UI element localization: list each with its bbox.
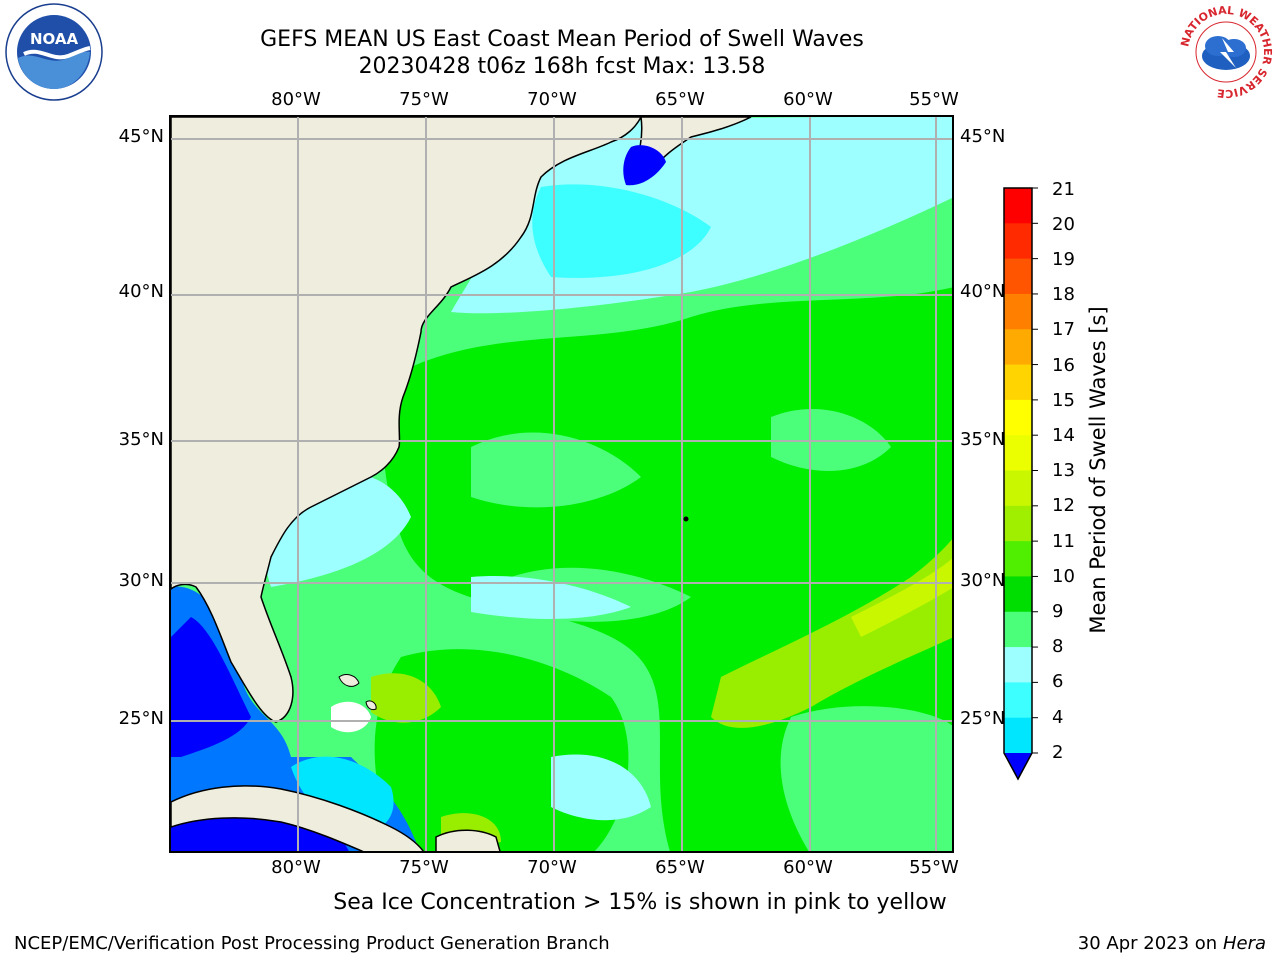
colorbar-tick-12: 12 <box>1052 495 1075 516</box>
colorbar-tick-20: 20 <box>1052 214 1075 235</box>
lat-label-left-30n: 30°N <box>118 570 164 591</box>
colorbar-segment <box>1004 647 1032 683</box>
bahamas-island-2 <box>365 700 377 711</box>
lon-label-top-55w: 55°W <box>909 89 959 110</box>
lat-label-left-25n: 25°N <box>118 708 164 729</box>
lightcyan-south <box>551 754 651 821</box>
lon-label-top-70w: 70°W <box>527 89 577 110</box>
lat-label-right-35n: 35°N <box>960 429 1006 450</box>
colorbar-segment <box>1004 223 1032 260</box>
colorbar-under-arrow <box>1004 753 1032 779</box>
colorbar-title: Mean Period of Swell Waves [s] <box>1086 306 1110 634</box>
colorbar-segment <box>1004 329 1032 366</box>
yellow-band <box>851 558 952 637</box>
lon-label-top-65w: 65°W <box>655 89 705 110</box>
lat-label-right-45n: 45°N <box>960 126 1006 147</box>
colorbar-segment <box>1004 470 1032 507</box>
yellowgreen-band <box>711 539 952 728</box>
cyan-gulf-of-maine <box>532 184 711 278</box>
colorbar-outline <box>1003 187 1033 781</box>
lat-label-right-30n: 30°N <box>960 570 1006 591</box>
lon-label-bottom-55w: 55°W <box>909 857 959 878</box>
colorbar-tick-10: 10 <box>1052 566 1075 587</box>
colorbar-segment <box>1004 576 1032 613</box>
sea-ice-note: Sea Ice Concentration > 15% is shown in … <box>333 890 947 915</box>
colorbar-segment <box>1004 258 1032 295</box>
colorbar-segment <box>1004 435 1032 471</box>
bahamas-island-1 <box>338 674 360 687</box>
lat-label-left-40n: 40°N <box>118 281 164 302</box>
yellowgreen-patch-bahamas <box>371 673 441 723</box>
lightgreen-patch-4 <box>780 706 952 851</box>
lat-label-right-40n: 40°N <box>960 281 1006 302</box>
colorbar-segment <box>1004 505 1032 542</box>
lon-label-bottom-70w: 70°W <box>527 857 577 878</box>
nws-logo: NATIONAL WEATHER SERVICE <box>1176 2 1274 100</box>
colorbar-tick-17: 17 <box>1052 319 1075 340</box>
lon-label-top-75w: 75°W <box>399 89 449 110</box>
colorbar-tick-11: 11 <box>1052 531 1075 552</box>
colorbar-tick-9: 9 <box>1052 601 1064 622</box>
gridlines <box>171 117 952 851</box>
colorbar <box>1003 187 1038 781</box>
lon-label-bottom-65w: 65°W <box>655 857 705 878</box>
colorbar-tick-2: 2 <box>1052 742 1064 763</box>
footer-date-text: 30 Apr 2023 on <box>1077 933 1223 954</box>
lat-label-left-35n: 35°N <box>118 429 164 450</box>
colorbar-tick-14: 14 <box>1052 425 1075 446</box>
footer-date: 30 Apr 2023 on Hera <box>1078 933 1266 954</box>
lightcyan-mid-band <box>471 576 631 619</box>
colorbar-segment <box>1004 611 1032 648</box>
colorbar-segment <box>1004 188 1032 224</box>
colorbar-tick-4: 4 <box>1052 707 1064 728</box>
lat-label-left-45n: 45°N <box>118 126 164 147</box>
colorbar-segment <box>1004 682 1032 719</box>
noaa-logo: NOAA <box>4 2 103 101</box>
lightgreen-patch-1 <box>471 432 641 508</box>
colorbar-tick-19: 19 <box>1052 249 1075 270</box>
lon-label-bottom-60w: 60°W <box>783 857 833 878</box>
lat-label-right-25n: 25°N <box>960 708 1006 729</box>
footer-credit: NCEP/EMC/Verification Post Processing Pr… <box>14 933 610 954</box>
lon-label-bottom-75w: 75°W <box>399 857 449 878</box>
chart-subtitle: 20230428 t06z 168h fcst Max: 13.58 <box>358 54 766 79</box>
swell-period-map <box>169 115 954 853</box>
chart-title: GEFS MEAN US East Coast Mean Period of S… <box>260 27 864 52</box>
colorbar-tick-13: 13 <box>1052 460 1075 481</box>
colorbar-segment <box>1004 293 1032 330</box>
footer-machine: Hera <box>1222 933 1266 954</box>
colorbar-tick-6: 6 <box>1052 671 1064 692</box>
bay-of-fundy-blue <box>623 145 666 186</box>
bermuda-marker <box>683 516 689 522</box>
colorbar-tick-21: 21 <box>1052 179 1075 200</box>
noaa-logo-text: NOAA <box>30 30 79 48</box>
colorbar-segment <box>1004 541 1032 577</box>
colorbar-segment <box>1004 717 1032 754</box>
lon-label-top-60w: 60°W <box>783 89 833 110</box>
bahamas-shallow-white <box>331 701 371 733</box>
colorbar-segment <box>1004 364 1032 401</box>
lightgreen-patch-2 <box>771 408 891 471</box>
colorbar-tick-8: 8 <box>1052 636 1064 657</box>
us-east-coast-land <box>171 117 642 723</box>
lon-label-top-80w: 80°W <box>271 89 321 110</box>
colorbar-segment <box>1004 399 1032 436</box>
caribbean-cyan <box>291 756 394 833</box>
hispaniola-land <box>435 829 501 851</box>
colorbar-tick-18: 18 <box>1052 284 1075 305</box>
lon-label-bottom-80w: 80°W <box>271 857 321 878</box>
colorbar-tick-15: 15 <box>1052 390 1075 411</box>
colorbar-tick-16: 16 <box>1052 355 1075 376</box>
